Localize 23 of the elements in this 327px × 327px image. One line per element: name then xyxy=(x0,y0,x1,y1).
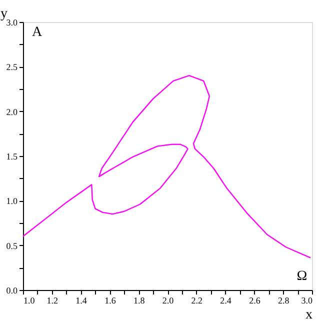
x-tick-label: 1.6 xyxy=(104,296,116,306)
x-tick-label: 2.2 xyxy=(191,296,203,306)
y-tick-label: 3.0 xyxy=(6,18,18,28)
y-tick-label: 0.5 xyxy=(6,240,18,251)
annotation: A xyxy=(32,25,43,40)
x-tick-label: 1.8 xyxy=(133,296,146,306)
y-tick-label: 2.0 xyxy=(6,106,18,117)
x-tick-label: 1.2 xyxy=(46,296,58,306)
x-tick-label: 3.0 xyxy=(301,296,313,306)
x-axis-title: x xyxy=(306,308,312,322)
x-tick-label: 1.0 xyxy=(24,296,36,306)
y-axis-title: y xyxy=(0,6,8,22)
x-tick-label: 2.0 xyxy=(162,296,174,306)
x-tick-label: 2.8 xyxy=(278,296,290,306)
y-tick-label: 0.0 xyxy=(6,286,18,296)
line-series xyxy=(22,75,312,258)
x-tick-label: 2.6 xyxy=(249,296,261,306)
x-tick-label: 2.4 xyxy=(220,296,232,306)
y-tick-label: 1.5 xyxy=(6,152,18,162)
y-tick-label: 1.0 xyxy=(6,196,18,206)
y-tick-label: 2.5 xyxy=(6,62,18,72)
x-tick-label: 1.4 xyxy=(76,296,88,306)
annotation: Ω xyxy=(296,269,308,284)
